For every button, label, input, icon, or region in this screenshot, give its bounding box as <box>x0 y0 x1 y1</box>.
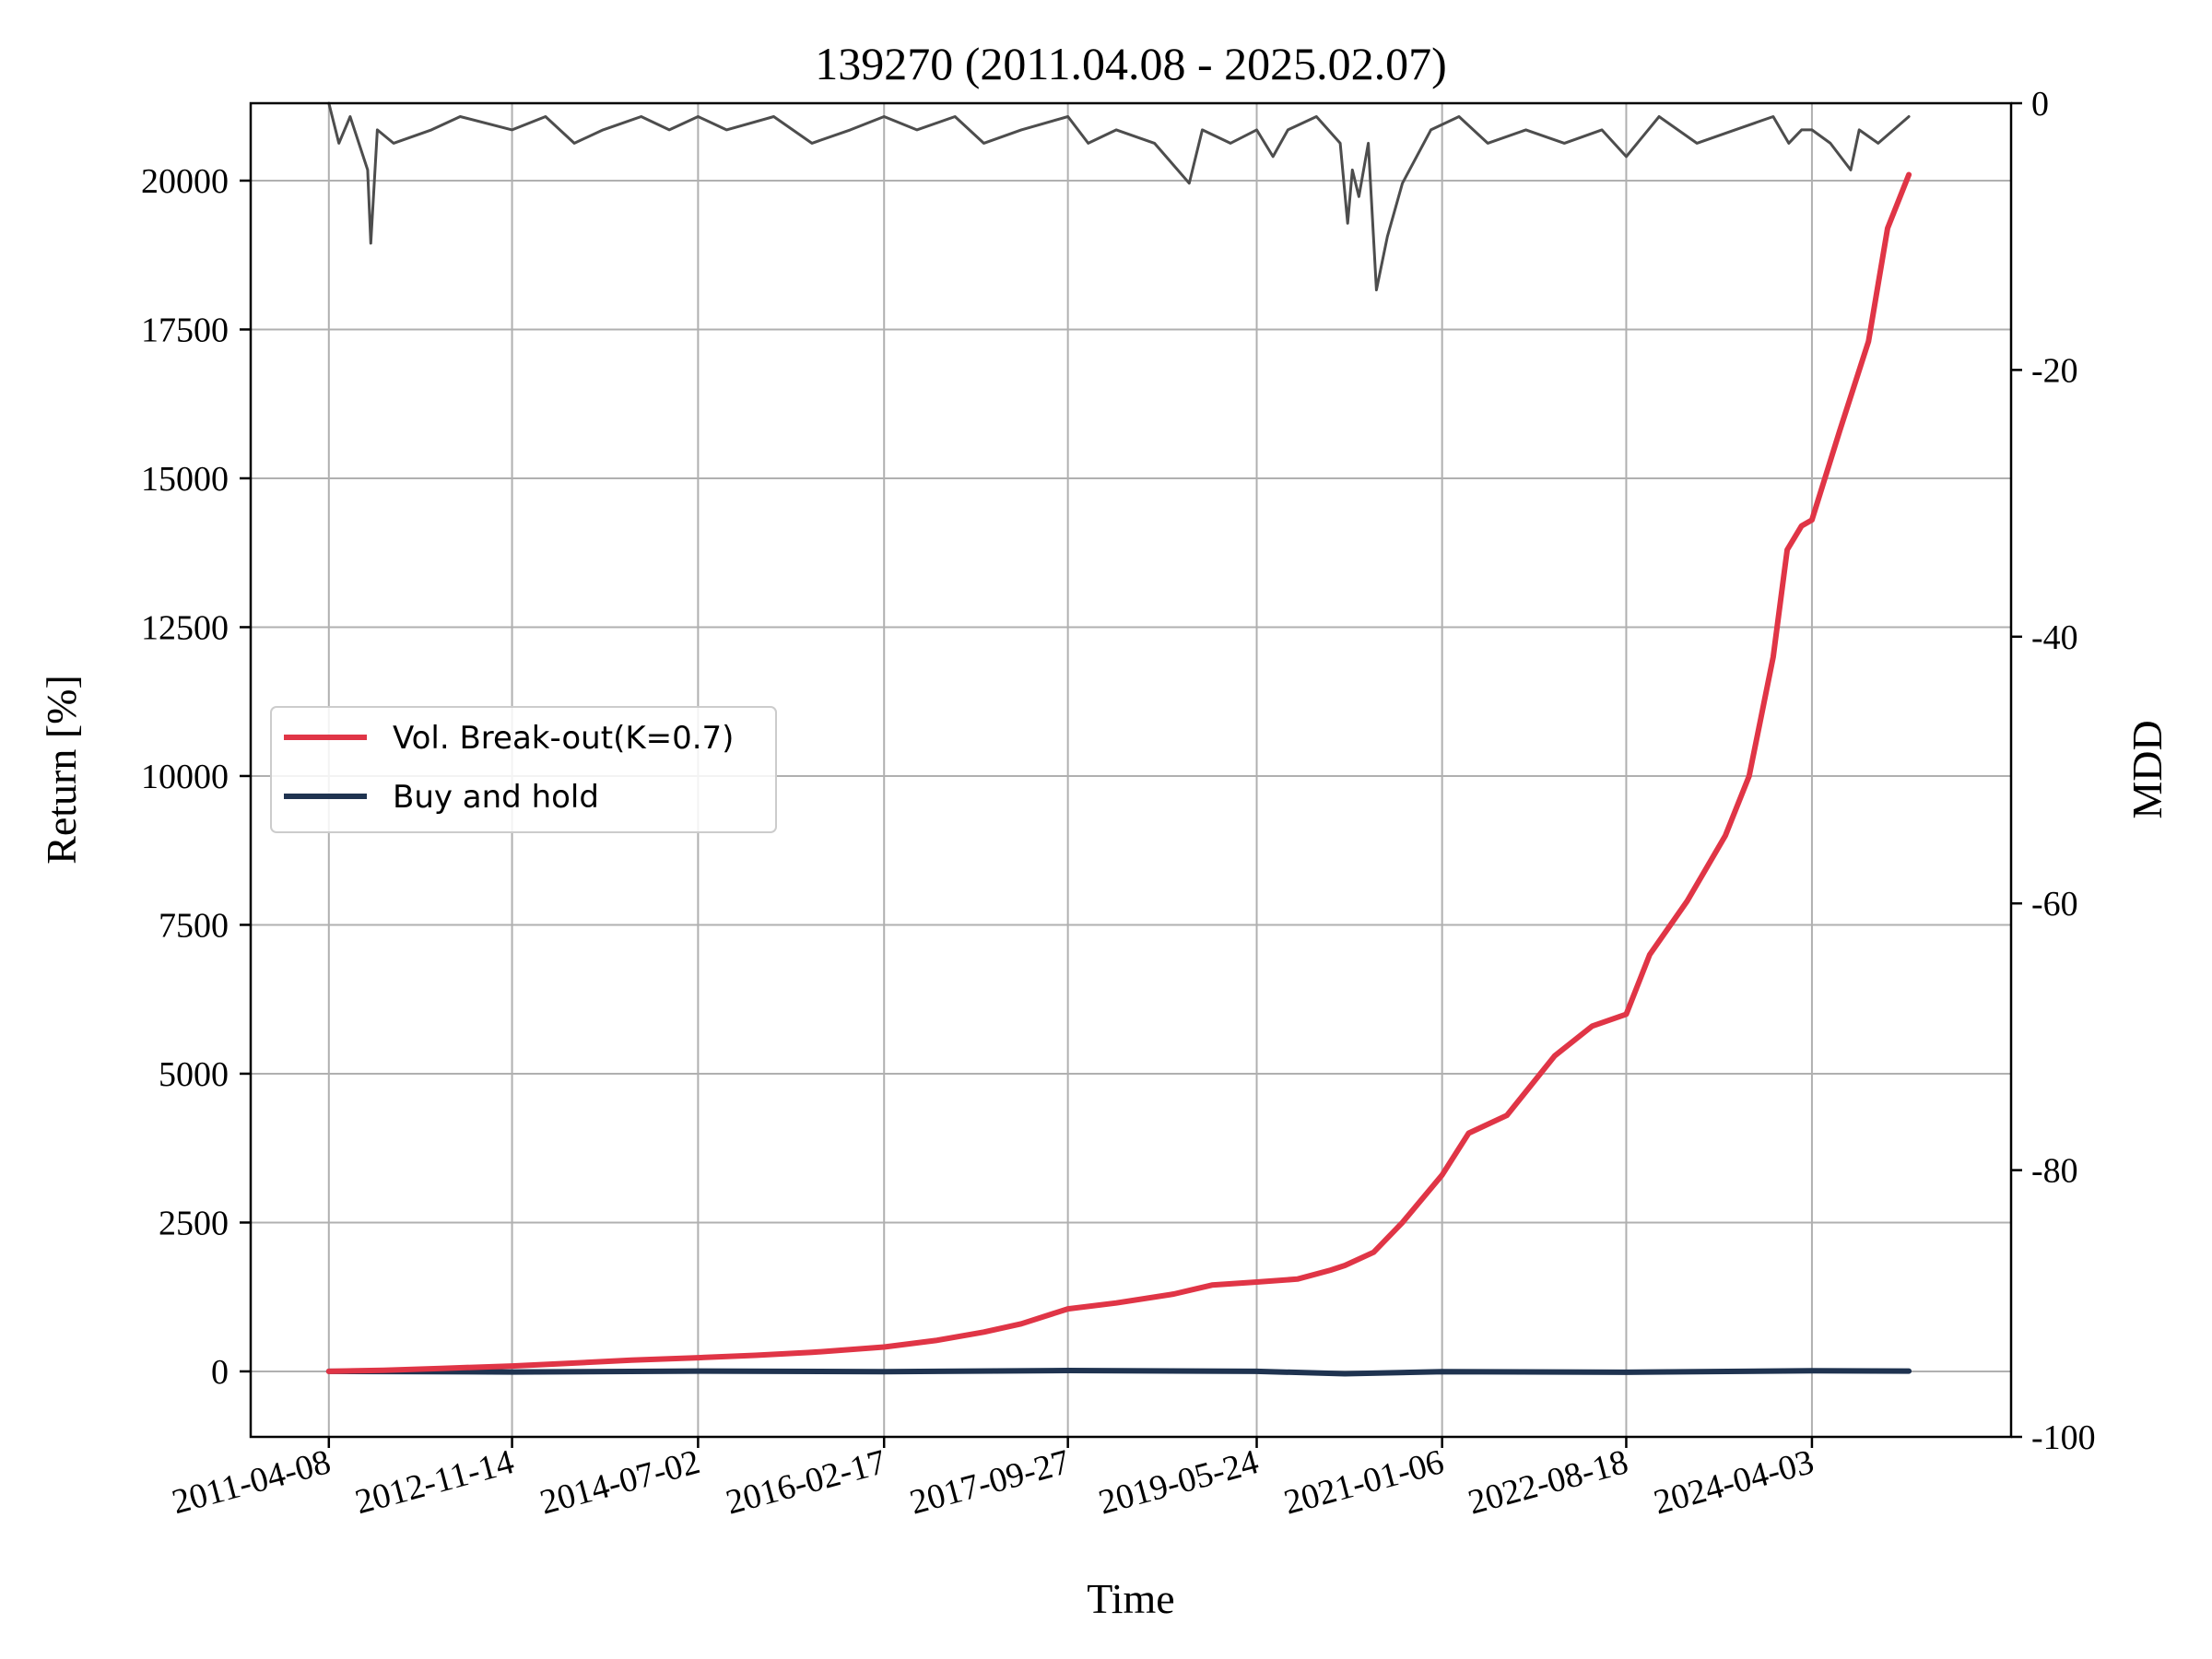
y-tick-label: 20000 <box>141 162 229 201</box>
plot-series <box>325 101 1912 1377</box>
legend-box <box>270 706 777 833</box>
y2-tick-label: -40 <box>2031 618 2078 657</box>
legend-label-strategy: Vol. Break-out(K=0.7) <box>393 720 734 757</box>
chart-title: 139270 (2011.04.08 - 2025.02.07) <box>815 38 1447 89</box>
plot-frame <box>249 101 2013 1439</box>
y2-tick-label: -60 <box>2031 885 2078 924</box>
legend: Vol. Break-out(K=0.7) Buy and hold <box>270 706 777 833</box>
y-tick-label: 0 <box>211 1353 229 1392</box>
y-tick-label: 2500 <box>159 1204 229 1242</box>
y-tick-label: 7500 <box>159 906 229 945</box>
y-axis-label: Return [%] <box>38 675 85 865</box>
series-line-vol-breakout <box>325 171 1912 1374</box>
series-line-buy-and-hold <box>325 1368 1912 1377</box>
y2-tick-label: -100 <box>2031 1418 2096 1457</box>
y2-axis-label: MDD <box>2124 720 2171 818</box>
y2-tick-label: -20 <box>2031 351 2078 390</box>
y-tick-label: 5000 <box>159 1055 229 1094</box>
y-tick-label: 10000 <box>141 758 229 796</box>
legend-label-buy-hold: Buy and hold <box>393 779 599 816</box>
y2-tick-label: 0 <box>2031 85 2049 124</box>
series-line-mdd <box>327 101 1911 292</box>
y-tick-label: 15000 <box>141 460 229 499</box>
y-tick-label: 12500 <box>141 608 229 647</box>
y2-tick-label: -80 <box>2031 1152 2078 1191</box>
x-axis-label: Time <box>1087 1575 1174 1622</box>
y-tick-label: 17500 <box>141 311 229 349</box>
